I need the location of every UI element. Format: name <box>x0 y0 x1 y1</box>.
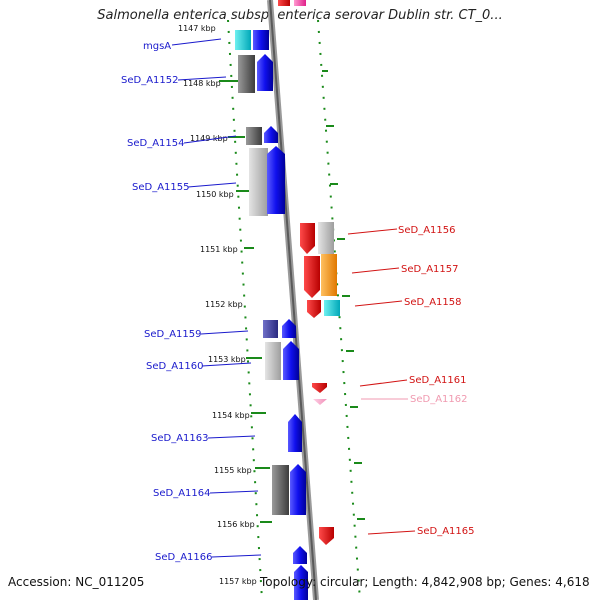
label-mgsA[interactable]: mgsA <box>143 38 222 52</box>
label-SeD_A1155[interactable]: SeD_A1155 <box>132 182 237 193</box>
tick-label-1153: 1153 kbp <box>208 355 246 364</box>
svg-text:SeD_A1154: SeD_A1154 <box>127 138 185 149</box>
label-SeD_A1160[interactable]: SeD_A1160 <box>146 361 252 372</box>
feature-mgsA[interactable] <box>235 30 269 50</box>
svg-text:SeD_A1163: SeD_A1163 <box>151 433 209 444</box>
feature-SeD_A1154[interactable] <box>246 126 278 145</box>
right-dotted-track <box>317 19 361 600</box>
feature-SeD_A1165[interactable] <box>319 527 334 545</box>
feature-SeD_A1157[interactable] <box>304 254 337 298</box>
tick-label-1152: 1152 kbp <box>205 300 243 309</box>
label-SeD_A1162[interactable]: SeD_A1162 <box>361 394 468 405</box>
tick-label-1150: 1150 kbp <box>196 190 234 199</box>
label-SeD_A1152[interactable]: SeD_A1152 <box>121 75 227 86</box>
tick-label-1154: 1154 kbp <box>212 411 250 420</box>
svg-text:SeD_A1166: SeD_A1166 <box>155 552 213 563</box>
feature-SeD_A1161[interactable] <box>312 383 327 393</box>
feature-SeD_A1155[interactable] <box>249 146 285 216</box>
svg-text:SeD_A1155: SeD_A1155 <box>132 182 190 193</box>
svg-text:SeD_A1165: SeD_A1165 <box>417 526 475 537</box>
svg-text:SeD_A1160: SeD_A1160 <box>146 361 204 372</box>
svg-text:SeD_A1162: SeD_A1162 <box>410 394 468 405</box>
feature-SeD_A1156[interactable] <box>300 222 334 254</box>
feature-SeD_A1152[interactable] <box>238 54 273 93</box>
feature-SeD_A1158[interactable] <box>307 300 340 318</box>
tick-label-1155: 1155 kbp <box>214 466 252 475</box>
label-SeD_A1163[interactable]: SeD_A1163 <box>151 433 256 444</box>
partial-feature-red-top <box>278 0 290 6</box>
label-SeD_A1165[interactable]: SeD_A1165 <box>367 526 475 537</box>
feature-SeD_A1160[interactable] <box>265 341 299 380</box>
tick-label-1151: 1151 kbp <box>200 245 238 254</box>
svg-text:SeD_A1152: SeD_A1152 <box>121 75 179 86</box>
svg-text:SeD_A1158: SeD_A1158 <box>404 297 462 308</box>
left-dotted-track <box>227 19 263 600</box>
tick-marks <box>219 70 365 523</box>
accession-label: Accession: NC_011205 <box>8 575 145 589</box>
tick-label-1147: 1147 kbp <box>178 24 216 33</box>
tick-label-1157: 1157 kbp <box>219 577 257 586</box>
label-SeD_A1161[interactable]: SeD_A1161 <box>359 375 467 387</box>
feature-SeD_A1163[interactable] <box>288 414 302 452</box>
backbone-core <box>269 0 317 600</box>
partial-feature-pink-top <box>294 0 306 6</box>
label-SeD_A1158[interactable]: SeD_A1158 <box>354 297 462 308</box>
feature-SeD_A1159[interactable] <box>263 319 296 338</box>
feature-SeD_A1166[interactable] <box>293 546 308 600</box>
label-SeD_A1166[interactable]: SeD_A1166 <box>155 552 262 563</box>
svg-text:mgsA: mgsA <box>143 41 171 52</box>
tick-label-1156: 1156 kbp <box>217 520 255 529</box>
label-SeD_A1164[interactable]: SeD_A1164 <box>153 488 259 499</box>
topology-label: Topology: circular; Length: 4,842,908 bp… <box>260 575 590 589</box>
tick-label-1148: 1148 kbp <box>183 79 221 88</box>
svg-text:SeD_A1161: SeD_A1161 <box>409 375 467 386</box>
label-SeD_A1157[interactable]: SeD_A1157 <box>351 264 459 275</box>
svg-text:SeD_A1157: SeD_A1157 <box>401 264 459 275</box>
label-SeD_A1156[interactable]: SeD_A1156 <box>347 225 456 236</box>
feature-SeD_A1164[interactable] <box>272 464 306 515</box>
svg-text:SeD_A1164: SeD_A1164 <box>153 488 211 499</box>
label-SeD_A1159[interactable]: SeD_A1159 <box>144 329 249 340</box>
feature-SeD_A1162[interactable] <box>313 399 327 405</box>
svg-text:SeD_A1156: SeD_A1156 <box>398 225 456 236</box>
svg-text:SeD_A1159: SeD_A1159 <box>144 329 202 340</box>
map-title: Salmonella enterica subsp. enterica sero… <box>97 8 503 23</box>
tick-label-1149: 1149 kbp <box>190 134 228 143</box>
label-SeD_A1154[interactable]: SeD_A1154 <box>127 135 237 149</box>
